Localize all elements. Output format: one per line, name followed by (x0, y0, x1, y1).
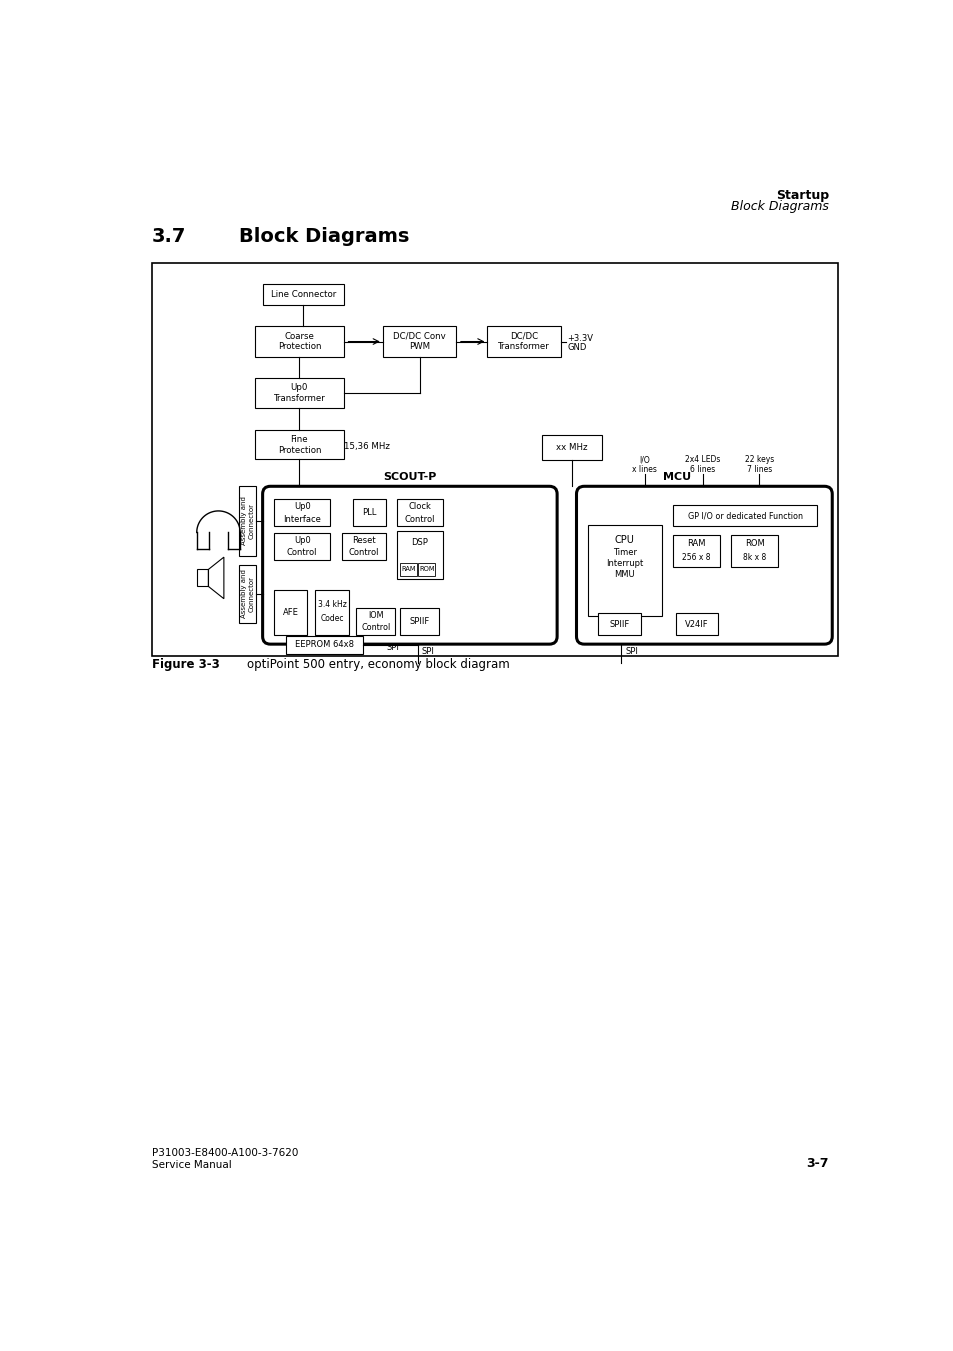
Text: IOM: IOM (368, 611, 383, 620)
Bar (152, 263, 838, 655)
Bar (731, 535, 778, 567)
Bar (286, 636, 363, 654)
Text: Assembly and
Connector: Assembly and Connector (241, 569, 254, 619)
Bar (399, 563, 416, 576)
Text: Interface: Interface (283, 515, 321, 524)
Text: Transformer: Transformer (497, 342, 550, 351)
Text: Block Diagrams: Block Diagrams (731, 200, 828, 213)
Bar (587, 524, 661, 616)
Text: SPI: SPI (624, 647, 638, 655)
Text: Up0: Up0 (291, 384, 308, 392)
Bar (274, 500, 330, 527)
Bar (396, 531, 443, 578)
Text: Control: Control (361, 623, 390, 632)
Text: Figure 3-3: Figure 3-3 (152, 658, 219, 671)
Text: Codec: Codec (320, 615, 343, 623)
Bar (399, 608, 438, 635)
Text: MMU: MMU (614, 570, 635, 578)
Text: Control: Control (287, 549, 317, 558)
Text: P31003-E8400-A100-3-7620
Service Manual: P31003-E8400-A100-3-7620 Service Manual (152, 1148, 298, 1170)
Bar (254, 326, 344, 357)
Bar (239, 565, 256, 623)
Text: SPIIF: SPIIF (409, 617, 429, 626)
Bar (341, 534, 385, 561)
Text: 3-7: 3-7 (806, 1156, 828, 1170)
FancyBboxPatch shape (576, 486, 831, 644)
Text: PWM: PWM (409, 342, 430, 351)
Bar (353, 500, 385, 527)
Text: Line Connector: Line Connector (271, 290, 335, 299)
Bar (274, 534, 330, 561)
Text: SPI: SPI (386, 643, 399, 653)
Bar (673, 505, 816, 527)
Text: Block Diagrams: Block Diagrams (239, 227, 410, 246)
Bar (487, 326, 560, 357)
Bar (262, 284, 344, 305)
Text: AFE: AFE (282, 608, 298, 617)
Text: GND: GND (567, 343, 586, 353)
Text: Control: Control (348, 549, 378, 558)
Text: I/O
x lines: I/O x lines (632, 455, 657, 474)
Bar (382, 326, 456, 357)
Text: xx MHz: xx MHz (556, 443, 587, 453)
Bar (274, 590, 307, 635)
Text: Protection: Protection (277, 342, 321, 351)
Text: 3.7: 3.7 (152, 227, 186, 246)
Text: 2x4 LEDs
6 lines: 2x4 LEDs 6 lines (684, 455, 720, 474)
Text: +3.3V: +3.3V (567, 334, 593, 343)
Text: RAM: RAM (400, 566, 416, 573)
Text: Reset: Reset (352, 536, 375, 544)
Text: 256 x 8: 256 x 8 (681, 553, 710, 562)
Text: Interrupt: Interrupt (606, 559, 643, 567)
Bar (196, 570, 208, 586)
Bar (239, 486, 256, 555)
Bar (598, 613, 640, 635)
Text: V24IF: V24IF (684, 620, 708, 628)
Bar (254, 378, 344, 408)
Text: Up0: Up0 (294, 503, 310, 511)
Text: SCOUT-P: SCOUT-P (383, 471, 436, 482)
Bar (314, 590, 349, 635)
Text: DC/DC: DC/DC (510, 331, 537, 340)
Text: optiPoint 500 entry, economy block diagram: optiPoint 500 entry, economy block diagr… (247, 658, 509, 671)
Text: Coarse: Coarse (284, 331, 314, 340)
Text: ROM: ROM (744, 539, 763, 547)
Text: 22 keys
7 lines: 22 keys 7 lines (744, 455, 773, 474)
Text: DC/DC Conv: DC/DC Conv (393, 331, 445, 340)
Text: 15,36 MHz: 15,36 MHz (344, 442, 390, 451)
Bar (418, 563, 435, 576)
Text: 3.4 kHz: 3.4 kHz (317, 600, 346, 609)
Text: Assembly and
Connector: Assembly and Connector (241, 497, 254, 546)
Text: Protection: Protection (277, 446, 321, 454)
Text: ROM: ROM (418, 566, 435, 573)
Text: RAM: RAM (687, 539, 705, 547)
Text: Transformer: Transformer (274, 394, 325, 403)
Text: CPU: CPU (615, 535, 634, 546)
Text: Clock: Clock (408, 503, 431, 511)
Text: GP I/O or dedicated Function: GP I/O or dedicated Function (687, 511, 801, 520)
Text: Up0: Up0 (294, 536, 310, 544)
Bar (675, 613, 718, 635)
Text: MCU: MCU (662, 471, 691, 482)
Text: PLL: PLL (362, 508, 376, 517)
Text: Timer: Timer (612, 549, 637, 557)
Text: 8k x 8: 8k x 8 (742, 553, 765, 562)
Bar (541, 435, 601, 461)
Text: SPIIF: SPIIF (609, 620, 629, 628)
FancyBboxPatch shape (262, 486, 557, 644)
Text: SPI: SPI (421, 647, 434, 655)
Text: Fine: Fine (291, 435, 308, 444)
Bar (254, 430, 344, 459)
Bar (356, 608, 395, 635)
Bar (396, 500, 443, 527)
Text: EEPROM 64x8: EEPROM 64x8 (294, 640, 354, 650)
Text: Control: Control (404, 515, 435, 524)
Text: DSP: DSP (411, 538, 428, 547)
Bar (673, 535, 720, 567)
Text: Startup: Startup (775, 189, 828, 201)
